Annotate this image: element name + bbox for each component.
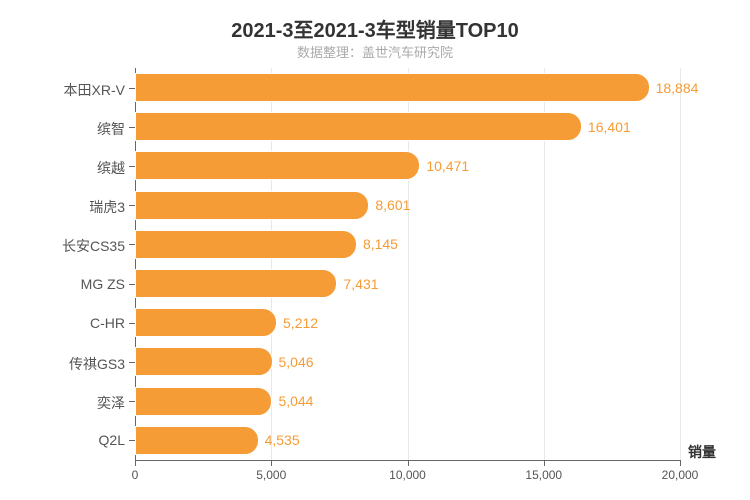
bar [135, 151, 420, 180]
bar-value-label: 4,535 [265, 432, 300, 448]
y-tick-label: C-HR [90, 315, 125, 331]
bar-value-label: 18,884 [656, 80, 699, 96]
chart-subtitle: 数据整理：盖世汽车研究院 [0, 42, 750, 61]
bar-value-label: 5,044 [278, 393, 313, 409]
y-tick [129, 284, 135, 285]
y-tick [129, 401, 135, 402]
bar-value-label: 7,431 [343, 276, 378, 292]
x-tick-label: 20,000 [662, 468, 699, 482]
y-tick [129, 362, 135, 363]
y-tick [129, 244, 135, 245]
bar-value-label: 5,212 [283, 315, 318, 331]
x-axis-title: 销量 [688, 442, 716, 462]
y-tick-label: 缤越 [97, 158, 125, 178]
y-tick [129, 127, 135, 128]
y-tick [129, 323, 135, 324]
y-tick [129, 166, 135, 167]
x-axis-line [135, 460, 680, 461]
bar-value-label: 8,145 [363, 236, 398, 252]
x-tick-label: 10,000 [389, 468, 426, 482]
bar [135, 387, 272, 416]
bar [135, 308, 277, 337]
chart-title: 2021-3至2021-3车型销量TOP10 [0, 14, 750, 43]
y-tick-label: 传祺GS3 [69, 354, 125, 374]
bar [135, 347, 273, 376]
x-tick-label: 5,000 [256, 468, 286, 482]
bar-value-label: 8,601 [375, 197, 410, 213]
y-tick [129, 88, 135, 89]
bar [135, 269, 337, 298]
bar [135, 426, 259, 455]
y-tick [129, 205, 135, 206]
y-tick-label: 奕泽 [97, 393, 125, 413]
bar-value-label: 5,046 [279, 354, 314, 370]
bar [135, 73, 650, 102]
plot-area: 05,00010,00015,00020,000销量18,88416,40110… [135, 68, 680, 460]
x-tick [680, 460, 681, 466]
y-tick-label: 缤智 [97, 119, 125, 139]
bar [135, 191, 369, 220]
gridline [680, 68, 681, 460]
y-tick-label: 长安CS35 [62, 236, 125, 256]
y-tick-label: 瑞虎3 [89, 197, 125, 217]
y-tick [129, 440, 135, 441]
bar [135, 230, 357, 259]
x-tick-label: 15,000 [525, 468, 562, 482]
bar-value-label: 16,401 [588, 119, 631, 135]
y-tick-label: MG ZS [81, 276, 125, 292]
y-tick-label: 本田XR-V [64, 80, 125, 100]
bar [135, 112, 582, 141]
x-tick-label: 0 [132, 468, 139, 482]
y-tick-label: Q2L [99, 432, 125, 448]
bar-value-label: 10,471 [426, 158, 469, 174]
sales-top10-chart: 2021-3至2021-3车型销量TOP10 数据整理：盖世汽车研究院 05,0… [0, 0, 750, 500]
